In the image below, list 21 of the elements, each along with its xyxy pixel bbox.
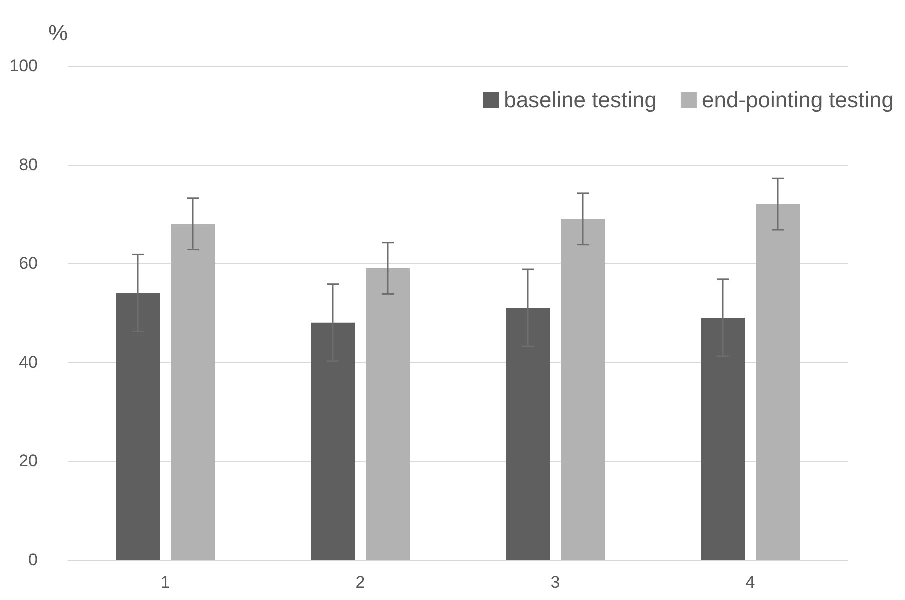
bar bbox=[171, 224, 215, 560]
bar bbox=[756, 204, 800, 560]
bar bbox=[311, 322, 355, 560]
legend-label: baseline testing bbox=[504, 88, 657, 112]
y-tick-label: 40 bbox=[19, 352, 38, 372]
y-tick-label: 100 bbox=[10, 56, 38, 76]
bar bbox=[116, 293, 160, 560]
legend-label: end-pointing testing bbox=[702, 88, 894, 112]
x-tick-label: 1 bbox=[160, 573, 170, 592]
y-tick-label: 0 bbox=[28, 550, 38, 570]
y-tick-label: 20 bbox=[19, 452, 38, 471]
x-tick-label: 2 bbox=[356, 573, 366, 592]
x-tick-label: 4 bbox=[746, 573, 756, 592]
bar bbox=[561, 219, 605, 560]
bar bbox=[506, 308, 550, 560]
y-tick-label: 60 bbox=[19, 254, 38, 274]
y-axis-title: % bbox=[48, 20, 68, 46]
y-tick-label: 80 bbox=[19, 155, 38, 174]
bar bbox=[366, 268, 410, 560]
x-tick-label: 3 bbox=[550, 573, 560, 592]
bar bbox=[701, 318, 745, 560]
